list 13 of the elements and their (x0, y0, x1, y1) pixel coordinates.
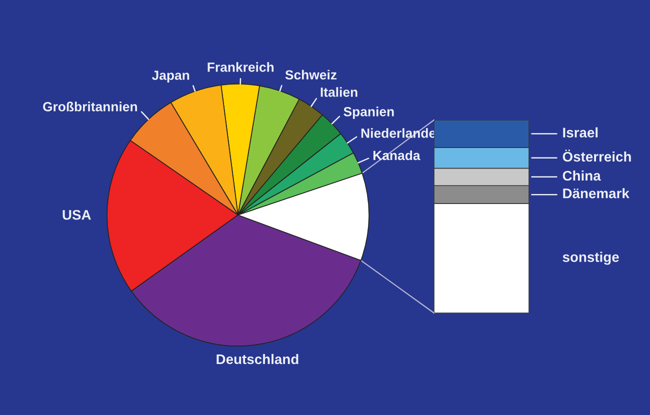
slice-label: Schweiz (285, 70, 337, 80)
text: sonstige (562, 252, 619, 265)
slice-label: USA (62, 210, 91, 220)
text: Israel (563, 127, 598, 138)
text: China (562, 170, 601, 181)
slice-label: Japan (152, 70, 190, 83)
slice-label: Spanien (344, 106, 394, 119)
slice-label: Großbritannien (43, 102, 137, 112)
slice-label: Italien (320, 87, 358, 97)
slice-label: Frankreich (208, 62, 274, 72)
text: Dänemark (563, 188, 630, 198)
text: Österreich (562, 150, 631, 162)
slice-label: Deutschland (216, 354, 298, 364)
